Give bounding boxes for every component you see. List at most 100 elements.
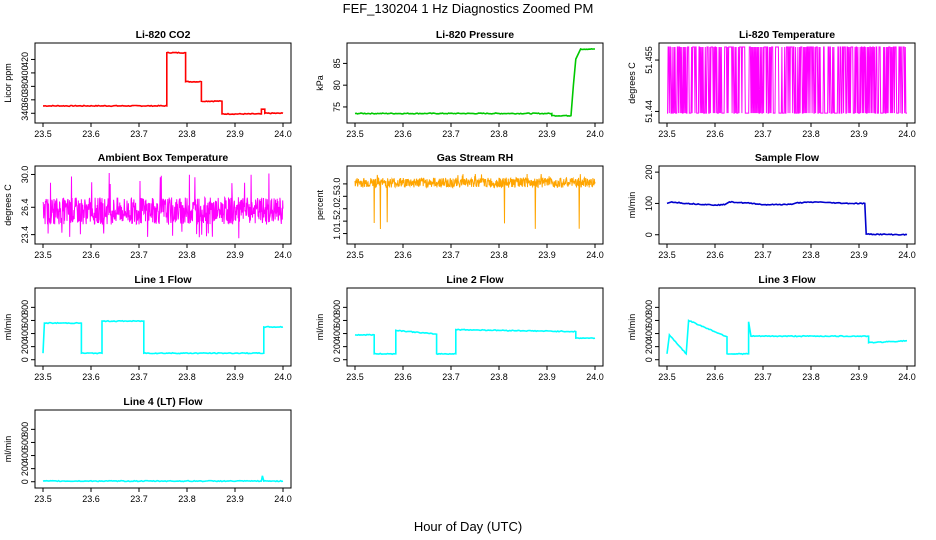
x-tick-label: 24.0 — [274, 250, 292, 260]
x-tick-label: 23.7 — [754, 372, 772, 382]
x-tick-label: 23.8 — [490, 129, 508, 139]
y-tick-label: 400 — [20, 326, 30, 341]
y-tick-label: 1.5 — [332, 215, 342, 228]
panels-container: Li-820 CO2 23.5 23.6 23.7 23.8 23.9 24.0 340360… — [3, 29, 916, 504]
y-tick-label: 200 — [20, 339, 30, 354]
y-tick-label: 200 — [20, 461, 30, 476]
y-tick-label: 420 — [20, 52, 30, 67]
x-tick-label: 23.7 — [442, 372, 460, 382]
x-tick-label: 23.6 — [82, 129, 100, 139]
plot-frame — [346, 165, 604, 245]
y-tick-label: 400 — [644, 326, 654, 341]
x-tick-label: 23.7 — [754, 250, 772, 260]
y-axis-label: degrees C — [627, 62, 637, 104]
y-tick-label: 200 — [332, 339, 342, 354]
panel-title: Li-820 CO2 — [136, 29, 191, 41]
panel-0: Li-820 CO2 23.5 23.6 23.7 23.8 23.9 24.0 340360… — [3, 29, 292, 139]
panel-1: Li-820 Pressure 23.5 23.6 23.7 23.8 23.9 24.0 7… — [315, 29, 604, 139]
panel-title: Gas Stream RH — [437, 152, 513, 164]
y-tick-label: 400 — [20, 65, 30, 80]
x-tick-label: 23.6 — [82, 372, 100, 382]
y-tick-label: 51.44 — [644, 100, 654, 123]
x-tick-label: 23.7 — [130, 494, 148, 504]
x-tick-label: 23.9 — [538, 372, 556, 382]
panel-8: Line 3 Flow 23.5 23.6 23.7 23.8 23.9 24.0 0 2004… — [627, 274, 916, 382]
x-tick-label: 23.9 — [226, 129, 244, 139]
y-tick-label: 0 — [332, 357, 342, 362]
plot-frame — [34, 287, 292, 367]
y-tick-label: 26.4 — [20, 199, 30, 217]
panel-3: Ambient Box Temperature 23.5 23.6 23.7 23.8 2… — [3, 152, 292, 260]
plot-frame — [34, 165, 292, 245]
x-tick-label: 23.6 — [82, 250, 100, 260]
x-tick-label: 23.6 — [706, 372, 724, 382]
x-tick-label: 24.0 — [274, 372, 292, 382]
x-axis-label: Hour of Day (UTC) — [414, 519, 522, 534]
y-tick-label: 0 — [644, 357, 654, 362]
y-tick-label: 360 — [20, 92, 30, 107]
x-tick-label: 23.9 — [226, 494, 244, 504]
y-tick-label: 600 — [644, 313, 654, 328]
x-tick-label: 23.9 — [850, 372, 868, 382]
panel-title: Line 1 Flow — [134, 274, 192, 286]
x-tick-label: 23.9 — [538, 129, 556, 139]
x-tick-label: 23.8 — [802, 372, 820, 382]
plot-frame — [658, 42, 916, 124]
panel-title: Li-820 Temperature — [739, 29, 835, 41]
x-tick-label: 23.5 — [34, 372, 52, 382]
y-tick-label: 400 — [332, 326, 342, 341]
y-tick-label: 2.0 — [332, 202, 342, 215]
y-tick-label: 600 — [20, 313, 30, 328]
x-tick-label: 23.9 — [226, 372, 244, 382]
x-tick-label: 23.6 — [394, 372, 412, 382]
y-tick-label: 800 — [644, 300, 654, 315]
plot-frame — [346, 287, 604, 367]
series-line-line-1 — [42, 319, 284, 355]
y-tick-label: 400 — [20, 448, 30, 463]
panel-4: Gas Stream RH 23.5 23.6 23.7 23.8 23.9 24.0 1.0… — [315, 152, 604, 260]
y-axis-label: ml/min — [627, 314, 637, 341]
y-tick-label: 30.0 — [20, 166, 30, 184]
y-tick-label: 23.4 — [20, 226, 30, 244]
plot-frame — [658, 165, 916, 245]
x-tick-label: 23.6 — [706, 250, 724, 260]
y-tick-label: 0 — [20, 357, 30, 362]
x-tick-label: 23.9 — [538, 250, 556, 260]
y-tick-label: 2.5 — [332, 190, 342, 203]
series-line-sample — [666, 200, 908, 236]
x-tick-label: 24.0 — [898, 372, 916, 382]
x-tick-label: 24.0 — [274, 494, 292, 504]
x-tick-label: 23.5 — [658, 129, 676, 139]
x-tick-label: 23.7 — [754, 129, 772, 139]
figure-title: FEF_130204 1 Hz Diagnostics Zoomed PM — [343, 1, 594, 16]
y-tick-label: 200 — [644, 165, 654, 180]
panel-title: Ambient Box Temperature — [98, 152, 229, 164]
x-tick-label: 23.8 — [178, 494, 196, 504]
x-tick-label: 23.5 — [658, 250, 676, 260]
x-tick-label: 23.5 — [346, 250, 364, 260]
y-tick-label: 75 — [332, 102, 342, 112]
plot-frame — [346, 42, 604, 124]
x-tick-label: 23.5 — [346, 129, 364, 139]
plot-frame — [658, 287, 916, 367]
y-tick-label: 1.0 — [332, 227, 342, 240]
y-tick-label: 340 — [20, 106, 30, 121]
x-tick-label: 23.5 — [346, 372, 364, 382]
x-tick-label: 23.5 — [34, 129, 52, 139]
y-axis-label: ml/min — [3, 436, 13, 463]
y-tick-label: 3.0 — [332, 178, 342, 191]
x-tick-label: 23.7 — [130, 250, 148, 260]
x-tick-label: 23.8 — [490, 250, 508, 260]
x-tick-label: 23.5 — [658, 372, 676, 382]
series-line-line-2 — [354, 328, 596, 356]
panel-2: Li-820 Temperature 23.5 23.6 23.7 23.8 23.9 24… — [627, 29, 916, 139]
x-tick-label: 24.0 — [898, 129, 916, 139]
x-tick-label: 23.8 — [178, 129, 196, 139]
panel-6: Line 1 Flow 23.5 23.6 23.7 23.8 23.9 24.0 0 2004… — [3, 274, 292, 382]
x-tick-label: 23.7 — [130, 129, 148, 139]
x-tick-label: 23.8 — [802, 250, 820, 260]
y-tick-label: 0 — [20, 479, 30, 484]
series-line-pressure — [354, 47, 595, 117]
y-axis-label: percent — [315, 189, 325, 220]
